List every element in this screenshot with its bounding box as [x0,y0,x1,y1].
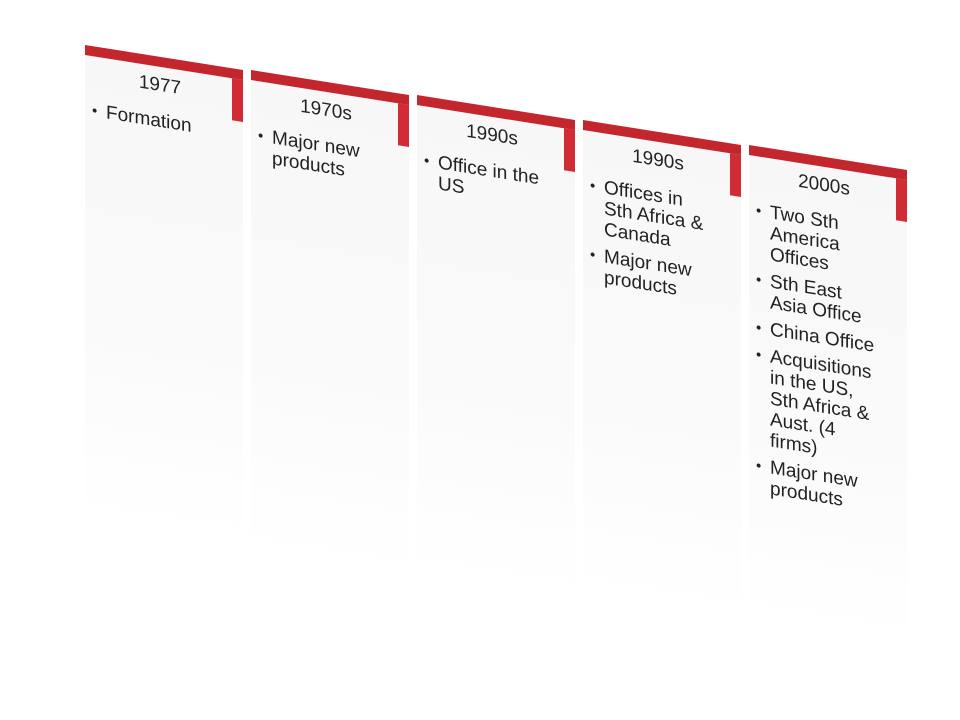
milestone-item: • Acquisitions in the US, Sth Africa & Au… [755,344,893,471]
bullet-icon: • [756,346,762,364]
timeline-panel-1: 1977 • Formation [85,45,243,541]
bullet-icon: • [590,246,596,264]
milestone-text: Office in the US [438,152,540,199]
milestone-text: Sth East Asia Office [770,271,862,328]
panel-content: 2000s • Two Sth America Offices • Sth East … [755,164,893,525]
milestone-text: Offices in Sth Africa & Canada [604,177,704,251]
timeline-panel-4: 1990s • Offices in Sth Africa & Canada • Maj… [583,120,741,616]
timeline-panel-2: 1970s • Major new products [251,70,409,576]
bullet-icon: • [258,127,264,145]
bullet-icon: • [756,202,762,220]
bullet-icon: • [92,102,98,120]
panel-header-side [564,128,575,173]
milestone-text: Major new products [272,127,360,181]
bullet-icon: • [590,177,596,195]
panel-content: 1990s • Offices in Sth Africa & Canada • Maj… [589,139,727,314]
panel-header-side [730,153,741,198]
timeline-panel-3: 1990s • Office in the US [417,95,575,596]
milestone-list: • Two Sth America Offices • Sth East Asia … [755,200,893,519]
panel-header-side [232,78,243,123]
bullet-icon: • [756,271,762,289]
panel-header-side [896,178,907,223]
timeline-panel-5: 2000s • Two Sth America Offices • Sth East … [749,145,907,641]
milestone-text: Two Sth America Offices [770,202,840,275]
bullet-icon: • [424,152,430,170]
milestone-text: Acquisitions in the US, Sth Africa & Aus… [770,346,872,459]
milestone-text: Major new products [604,246,692,300]
bullet-icon: • [756,457,762,475]
bullet-icon: • [756,319,762,337]
panel-header-side [398,103,409,148]
milestone-list: • Offices in Sth Africa & Canada • Major ne… [589,175,727,308]
milestone-text: Major new products [770,457,858,511]
